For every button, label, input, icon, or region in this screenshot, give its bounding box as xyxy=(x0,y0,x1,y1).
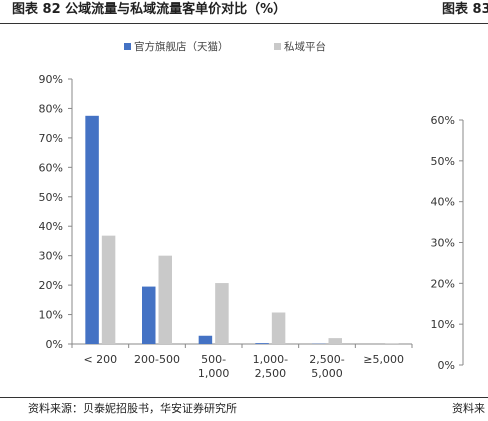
y-tick-label: 50% xyxy=(39,191,63,204)
x-tick-label: 2,500 xyxy=(255,367,287,380)
neighbor-y-tick-label: 40% xyxy=(431,196,455,209)
bar-private-1 xyxy=(158,255,172,344)
x-tick-label: 500- xyxy=(201,353,226,366)
bar-private-2 xyxy=(215,283,229,344)
x-tick-label: < 200 xyxy=(83,353,117,366)
x-tick-label: 2,500- xyxy=(309,353,344,366)
x-tick-label: 200-500 xyxy=(134,353,180,366)
figure-source: 资料来源：贝泰妮招股书，华安证券研究所 xyxy=(28,402,237,415)
legend-swatch-0 xyxy=(124,43,131,50)
legend-label-0: 官方旗舰店（天猫） xyxy=(134,40,229,53)
y-tick-label: 30% xyxy=(39,250,63,263)
figure-title: 图表 82 公域流量与私域流量客单价对比（%） xyxy=(12,2,287,17)
neighbor-y-tick-label: 60% xyxy=(431,114,455,127)
source-rule xyxy=(0,397,488,398)
y-tick-label: 80% xyxy=(39,102,63,115)
neighbor-y-tick-label: 10% xyxy=(431,318,455,331)
neighbor-figure-title: 图表 83 xyxy=(442,2,488,17)
y-tick-label: 0% xyxy=(46,338,63,351)
legend-label-1: 私域平台 xyxy=(284,40,326,53)
neighbor-y-tick-label: 50% xyxy=(431,155,455,168)
neighbor-y-tick-label: 30% xyxy=(431,237,455,250)
x-tick-label: 1,000 xyxy=(198,367,230,380)
bar-private-3 xyxy=(271,312,286,344)
x-tick-label: 1,000- xyxy=(253,353,288,366)
bar-flagship-2 xyxy=(198,335,213,344)
neighbor-figure-source: 资料来 xyxy=(452,402,485,415)
bar-flagship-1 xyxy=(142,286,156,344)
x-tick-label: ≥5,000 xyxy=(363,353,404,366)
y-tick-label: 60% xyxy=(39,161,63,174)
neighbor-y-tick-label: 20% xyxy=(431,277,455,290)
bar-flagship-0 xyxy=(85,115,99,344)
y-tick-label: 10% xyxy=(39,309,63,322)
bar-private-0 xyxy=(101,235,116,344)
neighbor-y-tick-label: 0% xyxy=(438,359,455,372)
bar-flagship-3 xyxy=(255,343,269,344)
bar-private-4 xyxy=(328,338,342,344)
y-tick-label: 90% xyxy=(39,73,63,86)
title-rule xyxy=(0,23,488,24)
y-tick-label: 70% xyxy=(39,132,63,145)
y-tick-label: 20% xyxy=(39,279,63,292)
x-tick-label: 5,000 xyxy=(311,367,343,380)
legend-swatch-1 xyxy=(274,43,281,50)
y-tick-label: 40% xyxy=(39,220,63,233)
